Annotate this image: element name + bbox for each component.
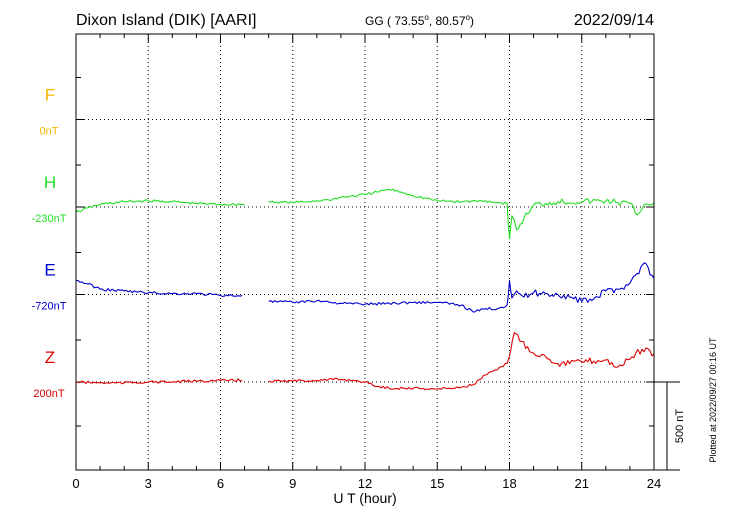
series-baseline-label-Z: 200nT <box>33 388 64 400</box>
degree-mark: o <box>466 13 471 22</box>
series-baseline-label-E: -720nT <box>32 301 67 313</box>
series-baseline-label-F: 0nT <box>40 126 59 138</box>
coordinates-label: GG ( 73.55o, 80.57o) <box>365 13 474 28</box>
series-line-Z <box>75 332 655 391</box>
plotted-timestamp: Plotted at 2022/09/27 00:16 UT <box>708 337 718 463</box>
station-title: Dixon Island (DIK) [AARI] <box>76 12 257 29</box>
x-axis-ticks: 0 3 6 9 12 15 18 21 24 <box>72 34 661 491</box>
series-name-H: H <box>44 173 56 192</box>
date-label: 2022/09/14 <box>574 12 654 29</box>
degree-mark: o <box>424 13 429 22</box>
series-baseline-label-H: -230nT <box>32 213 67 225</box>
scale-bar-label: 500 nT <box>674 409 686 444</box>
coords-suffix: ) <box>470 14 474 28</box>
scale-bar: 500 nT <box>654 381 686 471</box>
series-name-F: F <box>45 86 55 105</box>
x-tick-label: 6 <box>217 476 224 491</box>
x-tick-label: 21 <box>575 476 589 491</box>
grid-lines <box>147 34 583 470</box>
x-tick-label: 18 <box>502 476 516 491</box>
x-axis-label: U T (hour) <box>333 490 396 506</box>
series-line-H <box>75 188 655 240</box>
coords-prefix: GG ( 73.55 <box>365 14 425 28</box>
series-name-E: E <box>44 261 55 280</box>
coords-mid: , 80.57 <box>429 14 466 28</box>
x-tick-label: 15 <box>430 476 444 491</box>
series-name-Z: Z <box>45 348 55 367</box>
series-layer <box>75 188 655 391</box>
x-tick-label: 0 <box>72 476 79 491</box>
x-tick-label: 24 <box>647 476 661 491</box>
x-tick-label: 3 <box>145 476 152 491</box>
series-labels: F 0nT H -230nT E -720nT Z 200nT <box>32 86 67 401</box>
x-tick-label: 9 <box>289 476 296 491</box>
series-line-E <box>75 262 655 313</box>
x-tick-label: 12 <box>358 476 372 491</box>
plot-frame <box>75 33 655 471</box>
